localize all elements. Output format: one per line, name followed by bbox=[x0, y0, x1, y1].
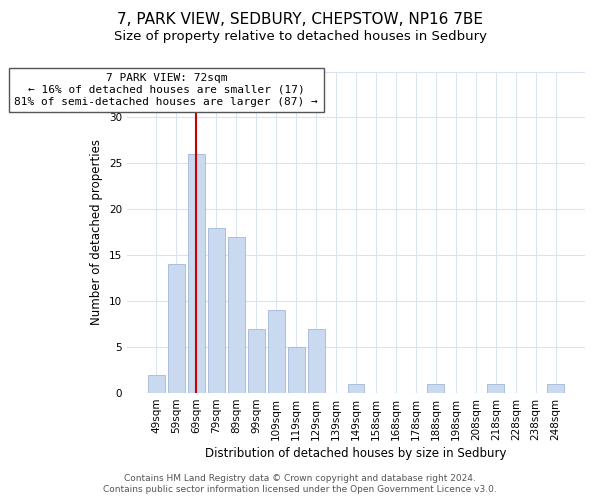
Text: Size of property relative to detached houses in Sedbury: Size of property relative to detached ho… bbox=[113, 30, 487, 43]
Bar bbox=[308, 329, 325, 393]
Bar bbox=[268, 310, 284, 393]
Y-axis label: Number of detached properties: Number of detached properties bbox=[91, 140, 103, 326]
Bar bbox=[547, 384, 564, 393]
Bar bbox=[248, 329, 265, 393]
Text: 7 PARK VIEW: 72sqm
← 16% of detached houses are smaller (17)
81% of semi-detache: 7 PARK VIEW: 72sqm ← 16% of detached hou… bbox=[14, 74, 318, 106]
Bar bbox=[168, 264, 185, 393]
Text: 7, PARK VIEW, SEDBURY, CHEPSTOW, NP16 7BE: 7, PARK VIEW, SEDBURY, CHEPSTOW, NP16 7B… bbox=[117, 12, 483, 28]
Bar bbox=[427, 384, 445, 393]
Bar bbox=[287, 347, 305, 393]
Bar bbox=[487, 384, 504, 393]
X-axis label: Distribution of detached houses by size in Sedbury: Distribution of detached houses by size … bbox=[205, 447, 507, 460]
Bar bbox=[208, 228, 224, 393]
Bar bbox=[347, 384, 364, 393]
Bar bbox=[148, 374, 165, 393]
Bar bbox=[188, 154, 205, 393]
Text: Contains HM Land Registry data © Crown copyright and database right 2024.
Contai: Contains HM Land Registry data © Crown c… bbox=[103, 474, 497, 494]
Bar bbox=[227, 237, 245, 393]
